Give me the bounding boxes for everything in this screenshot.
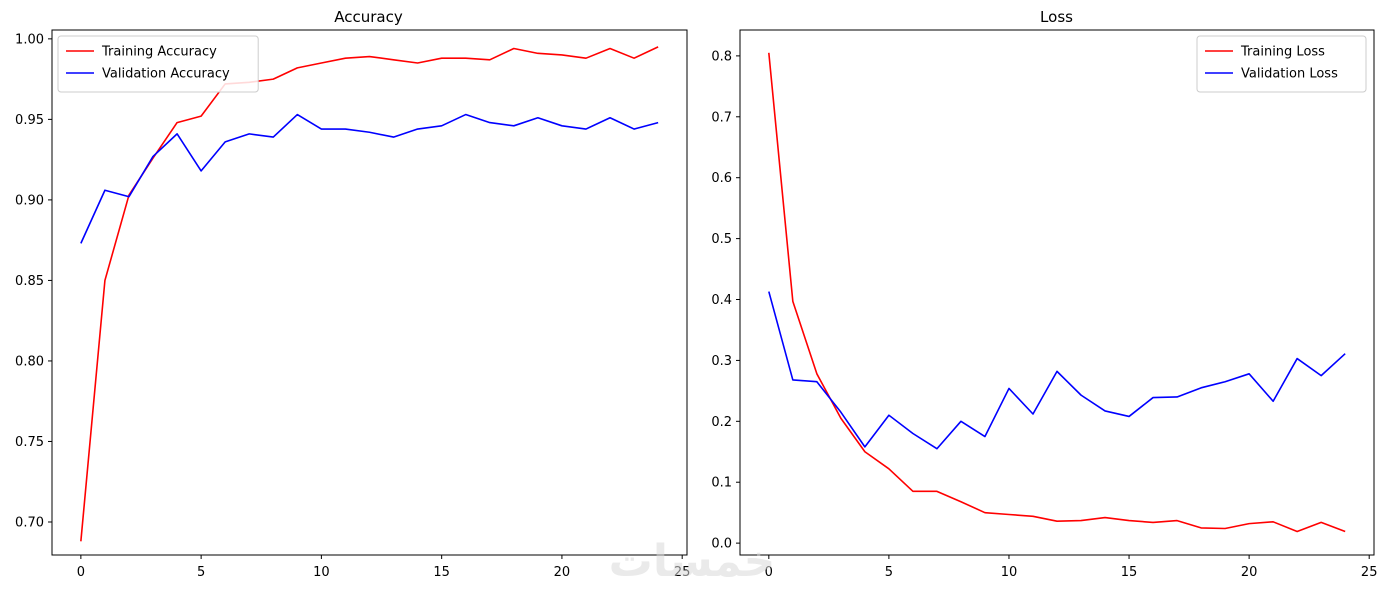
loss-ytick-label: 0.4: [711, 293, 732, 308]
accuracy-ytick-label: 0.80: [15, 354, 44, 369]
loss-xtick-label: 5: [885, 565, 893, 580]
loss-xtick-label: 15: [1121, 565, 1138, 580]
watermark: خمسات: [609, 536, 776, 587]
accuracy-validation-line: [80, 113, 659, 244]
accuracy-legend-label-validation: Validation Accuracy: [102, 67, 230, 82]
accuracy-series: [80, 46, 659, 542]
loss-xtick-label: 25: [1361, 565, 1378, 580]
accuracy-xtick-label: 0: [77, 565, 85, 580]
loss-xtick-label: 10: [1001, 565, 1018, 580]
loss-training-line: [768, 52, 1346, 533]
accuracy-xtick-label: 25: [674, 565, 691, 580]
loss-chart-title: Loss: [1040, 8, 1073, 26]
accuracy-xtick-label: 10: [313, 565, 330, 580]
loss-ytick-label: 0.7: [711, 110, 732, 125]
loss-plot-frame: [739, 29, 1375, 556]
accuracy-legend-box: [57, 35, 259, 93]
accuracy-legend-label-training: Training Accuracy: [101, 45, 217, 60]
accuracy-ytick-label: 0.85: [15, 274, 44, 289]
accuracy-subplot: Accuracy 0.70 0.75 0.80 0.85 0.90 0.95 1.00 0 5…: [15, 8, 690, 580]
loss-ytick-label: 0.8: [711, 49, 732, 64]
loss-ytick-label: 0.5: [711, 232, 732, 247]
loss-xtick-label: 20: [1241, 565, 1258, 580]
loss-yticks: 0.0 0.1 0.2 0.3 0.4 0.5 0.6 0.7 0.8: [711, 49, 740, 552]
loss-series: [768, 52, 1346, 533]
loss-legend-label-validation: Validation Loss: [1241, 67, 1338, 82]
accuracy-plot-frame: [51, 29, 688, 556]
accuracy-ytick-label: 0.75: [15, 435, 44, 450]
loss-validation-line: [768, 291, 1346, 450]
loss-xticks: 0 5 10 15 20 25: [765, 555, 1378, 580]
loss-legend: Training Loss Validation Loss: [1196, 35, 1367, 93]
accuracy-xticks: 0 5 10 15 20 25: [77, 555, 691, 580]
accuracy-xtick-label: 15: [433, 565, 450, 580]
loss-ytick-label: 0.3: [711, 354, 732, 369]
loss-ytick-label: 0.1: [711, 476, 732, 491]
loss-subplot: Loss 0.0 0.1 0.2 0.3 0.4 0.5 0.6 0.7 0.8 0 5 10 15 2…: [711, 8, 1377, 580]
loss-ytick-label: 0.0: [711, 537, 732, 552]
accuracy-training-line: [80, 46, 659, 542]
loss-xtick-label: 0: [765, 565, 773, 580]
accuracy-ytick-label: 0.90: [15, 193, 44, 208]
accuracy-chart-title: Accuracy: [334, 8, 403, 26]
accuracy-ytick-label: 0.95: [15, 113, 44, 128]
accuracy-xtick-label: 20: [554, 565, 571, 580]
accuracy-legend: Training Accuracy Validation Accuracy: [57, 35, 259, 93]
accuracy-ytick-label: 0.70: [15, 515, 44, 530]
loss-ytick-label: 0.6: [711, 171, 732, 186]
accuracy-xtick-label: 5: [197, 565, 205, 580]
loss-legend-label-training: Training Loss: [1240, 45, 1325, 60]
loss-ytick-label: 0.2: [711, 415, 732, 430]
accuracy-ytick-label: 1.00: [15, 32, 44, 47]
accuracy-yticks: 0.70 0.75 0.80 0.85 0.90 0.95 1.00: [15, 32, 52, 530]
loss-legend-box: [1196, 35, 1367, 93]
